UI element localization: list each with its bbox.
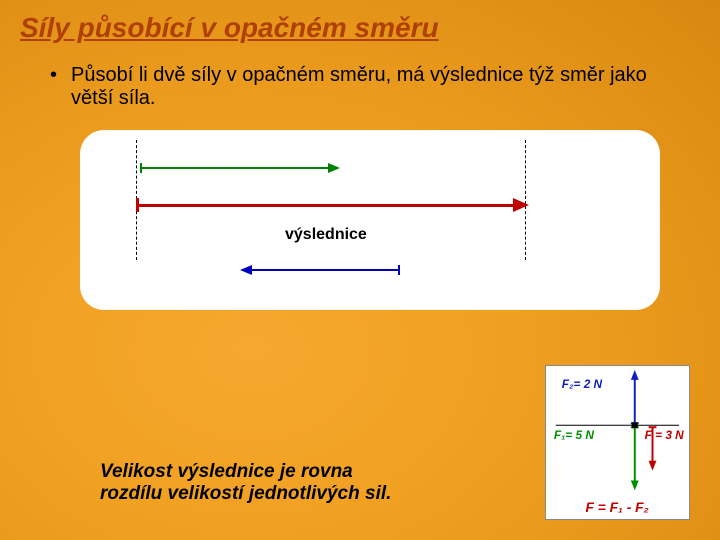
f-label: F = 3 N bbox=[645, 428, 685, 442]
force-diagram: výslednice bbox=[80, 130, 660, 310]
bullet-item: • Působí li dvě síly v opačném směru, má… bbox=[0, 54, 720, 110]
summary-text: Velikost výslednice je rovna rozdílu vel… bbox=[100, 461, 420, 505]
formula: F = F₁ - F₂ bbox=[585, 500, 648, 515]
f2-label: F₂= 2 N bbox=[562, 377, 603, 391]
bullet-dot: • bbox=[50, 64, 57, 87]
f1-label: F₁= 5 N bbox=[554, 428, 594, 442]
mini-diagram: F₂= 2 N F₁= 5 N F = 3 N F = F₁ - F₂ bbox=[545, 365, 690, 520]
resultant-label: výslednice bbox=[285, 226, 367, 244]
bullet-text: Působí li dvě síly v opačném směru, má v… bbox=[71, 64, 670, 110]
page-title: Síly působící v opačném směru bbox=[0, 0, 720, 54]
